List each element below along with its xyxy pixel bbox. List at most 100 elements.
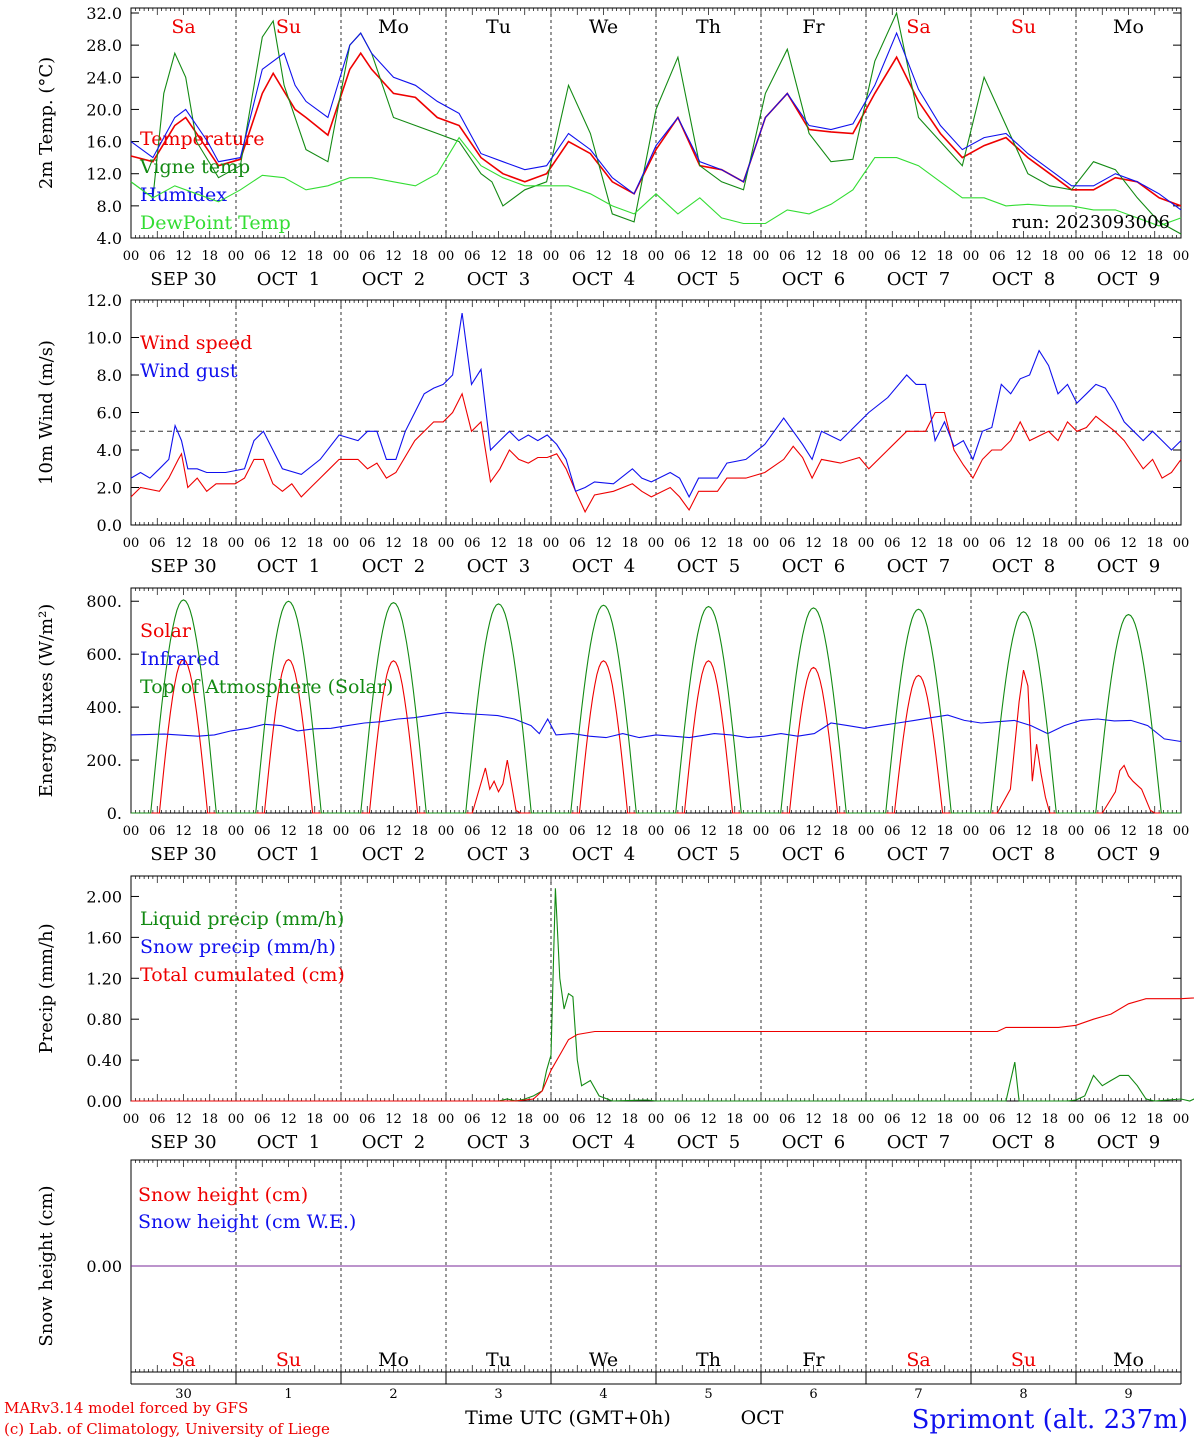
y-axis-label: Snow height (cm) (36, 1185, 57, 1346)
series-line (130, 392, 1182, 514)
hour-tick-label: 06 (674, 1112, 691, 1127)
hour-tick-label: 18 (831, 536, 848, 551)
hour-tick-label: 00 (228, 824, 245, 839)
hour-tick-label: 00 (1068, 249, 1085, 264)
hour-tick-label: 18 (1041, 536, 1058, 551)
hour-tick-label: 00 (543, 1112, 560, 1127)
hour-tick-label: 00 (1173, 1112, 1190, 1127)
date-label: SEP 30 (150, 556, 216, 577)
hour-tick-label: 00 (858, 1112, 875, 1127)
y-tick-label: 600. (86, 645, 122, 664)
day-name: Su (276, 1349, 301, 1371)
date-label: OCT 3 (467, 269, 530, 290)
day-name: Th (696, 16, 721, 38)
series-line (130, 31, 1182, 211)
legend-entry: Liquid precip (mm/h) (140, 908, 344, 930)
hour-tick-label: 00 (858, 249, 875, 264)
hour-tick-label: 00 (228, 1112, 245, 1127)
series-line (131, 888, 1194, 1102)
hour-tick-label: 06 (779, 824, 796, 839)
hour-tick-label: 06 (779, 249, 796, 264)
date-label: OCT 2 (362, 556, 425, 577)
panel-frame (130, 299, 1182, 526)
hour-tick-label: 18 (1146, 536, 1163, 551)
hour-tick-label: 18 (516, 824, 533, 839)
hour-tick-label: 18 (621, 824, 638, 839)
hour-tick-label: 00 (438, 1112, 455, 1127)
legend-entry: Wind gust (140, 360, 238, 382)
date-label: OCT 9 (1097, 556, 1160, 577)
hour-tick-label: 06 (1094, 1112, 1111, 1127)
hour-tick-label: 12 (280, 1112, 297, 1127)
legend-entry: Infrared (140, 648, 220, 670)
hour-tick-label: 18 (621, 249, 638, 264)
date-label: OCT 8 (992, 269, 1055, 290)
month-label: OCT (741, 1407, 784, 1429)
y-tick-label: 1.60 (86, 928, 122, 947)
hour-tick-label: 18 (936, 536, 953, 551)
hour-tick-label: 06 (464, 536, 481, 551)
credit-line-1: MARv3.14 model forced by GFS (4, 1399, 248, 1417)
date-label: OCT 9 (1097, 844, 1160, 865)
hour-tick-label: 00 (648, 1112, 665, 1127)
series-line (130, 136, 1182, 227)
hour-tick-label: 00 (333, 536, 350, 551)
day-name: We (589, 16, 618, 38)
hour-tick-label: 06 (254, 824, 271, 839)
hour-tick-label: 18 (831, 1112, 848, 1127)
hour-tick-label: 06 (254, 1112, 271, 1127)
y-tick-label: 10.0 (86, 329, 122, 348)
series-line (131, 997, 1194, 1102)
date-label: OCT 6 (782, 844, 845, 865)
hour-tick-label: 18 (306, 1112, 323, 1127)
date-label: OCT 7 (887, 1132, 950, 1153)
legend-entry: Wind speed (140, 332, 252, 354)
hour-tick-label: 12 (700, 249, 717, 264)
date-label: SEP 30 (150, 1132, 216, 1153)
hour-tick-label: 06 (674, 536, 691, 551)
day-number: 1 (284, 1387, 292, 1402)
hour-tick-label: 06 (569, 249, 586, 264)
hour-tick-label: 18 (1041, 824, 1058, 839)
hour-tick-label: 12 (175, 536, 192, 551)
date-label: OCT 1 (257, 1132, 320, 1153)
hour-tick-label: 18 (516, 1112, 533, 1127)
date-label: OCT 3 (467, 1132, 530, 1153)
hour-tick-label: 18 (411, 1112, 428, 1127)
hour-tick-label: 06 (779, 1112, 796, 1127)
date-label: OCT 6 (782, 269, 845, 290)
hour-tick-label: 12 (805, 249, 822, 264)
hour-tick-label: 18 (621, 536, 638, 551)
hour-tick-label: 18 (201, 536, 218, 551)
date-label: OCT 3 (467, 556, 530, 577)
hour-tick-label: 12 (1120, 536, 1137, 551)
hour-tick-label: 12 (1015, 824, 1032, 839)
date-label: OCT 4 (572, 844, 635, 865)
day-name: Su (276, 16, 301, 38)
hour-tick-label: 12 (385, 249, 402, 264)
hour-tick-label: 18 (411, 249, 428, 264)
y-tick-label: 8.0 (97, 197, 122, 216)
hour-tick-label: 12 (175, 824, 192, 839)
day-name: Mo (378, 1349, 409, 1371)
hour-tick-label: 12 (490, 1112, 507, 1127)
day-number: 9 (1124, 1387, 1132, 1402)
hour-tick-label: 00 (753, 1112, 770, 1127)
date-label: OCT 5 (677, 269, 740, 290)
hour-tick-label: 12 (805, 1112, 822, 1127)
hour-tick-label: 00 (963, 536, 980, 551)
y-tick-label: 200. (86, 751, 122, 770)
hour-tick-label: 12 (385, 536, 402, 551)
hour-tick-label: 00 (648, 536, 665, 551)
day-number: 6 (809, 1387, 817, 1402)
date-label: OCT 9 (1097, 269, 1160, 290)
hour-tick-label: 12 (910, 536, 927, 551)
date-label: OCT 5 (677, 1132, 740, 1153)
hour-tick-label: 06 (989, 536, 1006, 551)
y-tick-label: 0.00 (86, 1257, 122, 1276)
y-tick-label: 28.0 (86, 36, 122, 55)
hour-tick-label: 12 (595, 824, 612, 839)
date-label: OCT 9 (1097, 1132, 1160, 1153)
hour-tick-label: 06 (359, 824, 376, 839)
